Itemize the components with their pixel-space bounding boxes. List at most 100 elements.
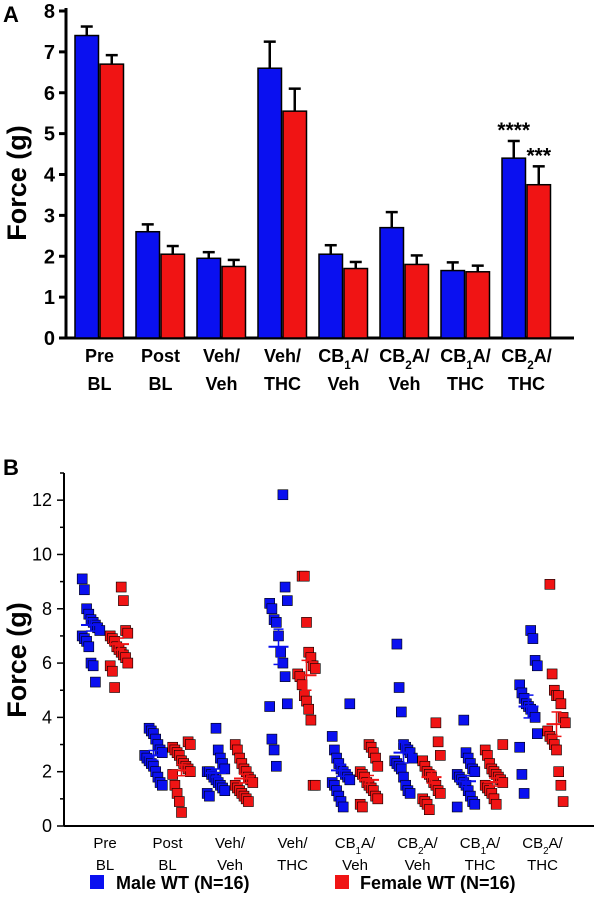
- point-male: [337, 801, 349, 813]
- bar-female: [526, 183, 552, 339]
- category-label-subscript: 2: [405, 359, 412, 372]
- point-male: [266, 733, 278, 745]
- panel-a-bars: [74, 25, 552, 339]
- category-label-suffix: A/: [351, 346, 369, 366]
- bar-female: [343, 267, 369, 339]
- point-male: [404, 788, 416, 799]
- point-male: [514, 741, 526, 753]
- point-male: [406, 752, 418, 764]
- point-male: [275, 646, 287, 658]
- point-female: [301, 617, 312, 628]
- panel-b-y-tick-label: 8: [42, 599, 52, 619]
- point-female: [176, 807, 187, 818]
- point-female: [309, 663, 321, 674]
- category-label-subscript: 2: [527, 359, 534, 372]
- point-male: [157, 779, 168, 791]
- category-label-line2: BL: [158, 857, 176, 874]
- category-label-line2: BL: [149, 374, 173, 394]
- category-label-line2: THC: [465, 857, 496, 874]
- category-label-line2: BL: [88, 374, 112, 394]
- point-male: [326, 731, 338, 742]
- point-male: [281, 698, 293, 710]
- point-male: [264, 701, 276, 712]
- category-label-line1: Pre: [85, 346, 114, 366]
- bar-female: [404, 263, 430, 339]
- panel-b-points: [76, 489, 571, 818]
- point-female: [430, 717, 442, 729]
- panel-a-y-tick-label: 1: [44, 287, 55, 309]
- point-female: [551, 744, 562, 756]
- bar-female: [221, 265, 247, 339]
- point-female: [298, 570, 310, 582]
- panel-a-y-tick-label: 2: [44, 246, 55, 268]
- category-label-subscript: 1: [481, 846, 486, 857]
- bar-male: [318, 253, 344, 339]
- category-label-line1: CB2A/: [397, 835, 438, 857]
- category-label-prefix: CB: [522, 835, 543, 852]
- bar-male: [196, 257, 222, 339]
- panel-a-y-tick-label: 4: [44, 165, 56, 187]
- point-female: [185, 766, 196, 777]
- category-label-line1: Post: [152, 835, 183, 852]
- bar-male: [501, 157, 527, 339]
- point-male: [270, 760, 282, 772]
- point-female: [434, 788, 446, 799]
- category-label-line2: Veh: [205, 374, 237, 394]
- point-female: [185, 739, 196, 750]
- category-label-prefix: CB: [397, 835, 418, 852]
- point-male: [76, 573, 88, 585]
- point-female: [497, 739, 509, 750]
- bar-female: [160, 253, 186, 339]
- bar-female: [282, 110, 308, 339]
- legend-male-swatch: [90, 875, 104, 889]
- category-label-suffix: A/: [412, 346, 430, 366]
- category-label-subscript: 1: [466, 359, 473, 372]
- significance-annotation: ***: [526, 144, 551, 167]
- point-female: [372, 760, 384, 772]
- category-label-line2: Veh: [217, 857, 243, 874]
- category-label-suffix: A/: [486, 835, 501, 852]
- category-label-line2: Veh: [388, 374, 420, 394]
- point-female: [553, 766, 565, 777]
- category-label-line1: Veh/: [203, 346, 240, 366]
- category-label-line2: THC: [508, 374, 545, 394]
- point-female: [557, 796, 569, 807]
- category-label-prefix: CB: [501, 346, 527, 366]
- category-label-line1: CB1A/: [440, 346, 491, 372]
- category-label-suffix: A/: [473, 346, 491, 366]
- bar-male: [257, 67, 283, 339]
- panel-b-y-tick-label: 4: [42, 707, 52, 727]
- panel-a-y-axis-label: Force (g): [2, 125, 32, 241]
- category-label-line2: THC: [277, 857, 308, 874]
- point-female: [303, 703, 315, 715]
- point-female: [434, 750, 446, 761]
- category-label-line2: THC: [527, 857, 558, 874]
- point-male: [277, 489, 289, 501]
- point-male: [83, 641, 95, 653]
- category-label-suffix: A/: [361, 835, 376, 852]
- point-male: [157, 747, 168, 758]
- category-label-prefix: CB: [379, 346, 405, 366]
- bar-female: [465, 271, 491, 339]
- point-male: [531, 660, 543, 672]
- category-label-line2: Veh: [405, 857, 431, 874]
- panel-a-y-tick-label: 5: [44, 124, 55, 146]
- category-label-prefix: CB: [440, 346, 466, 366]
- bar-male: [135, 230, 161, 339]
- category-label-line2: BL: [96, 857, 114, 874]
- point-male: [393, 682, 405, 693]
- legend-female-label: Female WT (N=16): [360, 873, 516, 893]
- point-male: [277, 657, 289, 669]
- category-label-subscript: 1: [344, 359, 351, 372]
- category-label-line1: Pre: [93, 835, 116, 852]
- category-label-line1: CB2A/: [501, 346, 552, 372]
- panel-b-y-tick-label: 0: [42, 816, 52, 836]
- bar-male: [74, 34, 100, 339]
- bar-female: [99, 63, 125, 339]
- panel-b-y-tick-label: 12: [32, 490, 52, 510]
- point-female: [305, 714, 317, 726]
- point-female: [546, 668, 558, 680]
- panel-b-y-tick-label: 6: [42, 653, 52, 673]
